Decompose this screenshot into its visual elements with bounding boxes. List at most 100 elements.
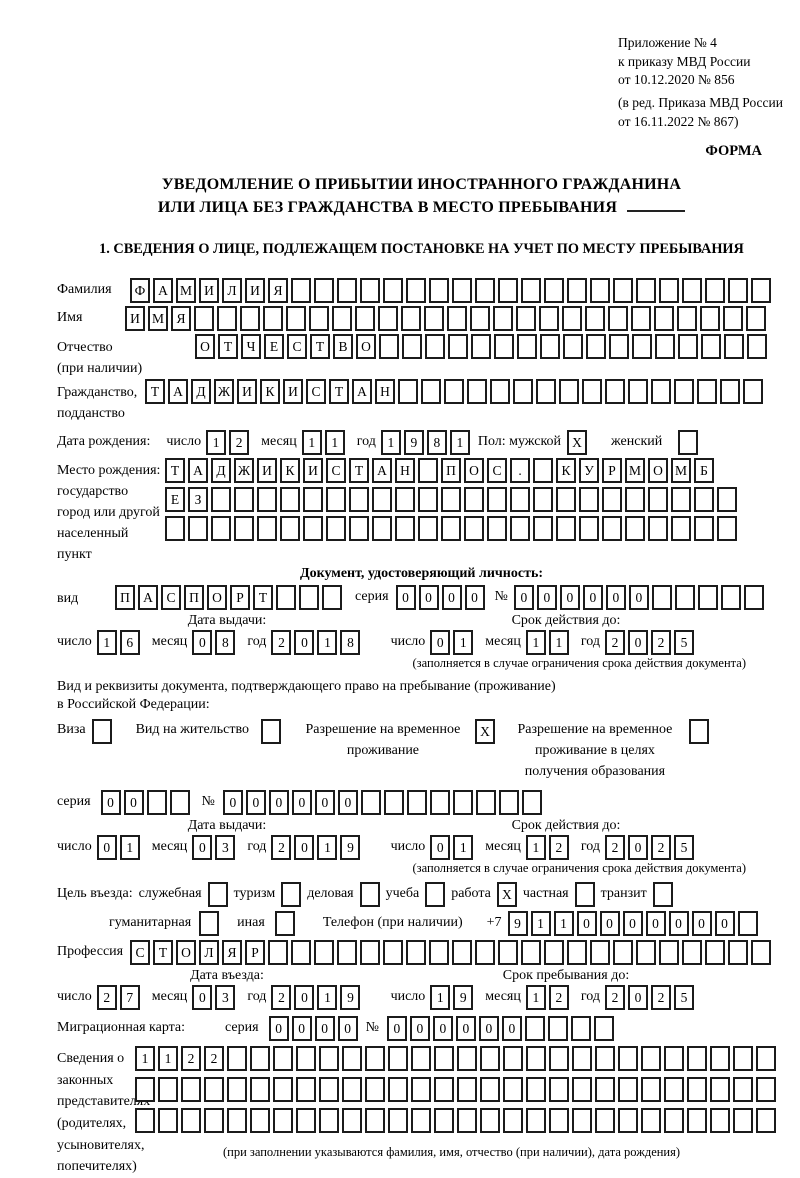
char-cell[interactable] — [521, 939, 541, 965]
char-cell[interactable] — [337, 939, 357, 965]
char-cell[interactable]: 0 — [605, 584, 626, 610]
char-cell[interactable] — [674, 584, 695, 610]
char-cell[interactable] — [342, 1076, 362, 1102]
purpose-study-checkbox[interactable] — [425, 881, 446, 907]
char-cell[interactable] — [533, 486, 553, 512]
char-cell[interactable] — [521, 789, 542, 815]
char-cell[interactable]: Н — [395, 457, 415, 483]
char-cell[interactable] — [274, 910, 295, 936]
char-cell[interactable] — [207, 881, 228, 907]
char-cell[interactable] — [276, 584, 296, 610]
char-cell[interactable] — [540, 333, 560, 359]
char-cell[interactable] — [296, 1045, 316, 1071]
char-cell[interactable]: Ч — [241, 333, 261, 359]
char-cell[interactable]: X — [496, 881, 517, 907]
purpose-private-checkbox[interactable] — [574, 881, 595, 907]
char-cell[interactable] — [360, 939, 380, 965]
char-cell[interactable]: Д — [191, 378, 211, 404]
sex-male-checkbox[interactable]: X — [567, 429, 588, 455]
char-cell[interactable] — [452, 939, 472, 965]
char-cell[interactable]: С — [287, 333, 307, 359]
char-cell[interactable] — [618, 1076, 638, 1102]
char-cell[interactable]: 0 — [599, 910, 620, 936]
char-cell[interactable] — [464, 486, 484, 512]
char-cell[interactable] — [359, 881, 380, 907]
char-cell[interactable] — [494, 333, 514, 359]
char-cell[interactable] — [700, 305, 720, 331]
char-cell[interactable]: 5 — [674, 629, 694, 655]
representatives-cells-row3[interactable] — [135, 1107, 776, 1133]
char-cell[interactable] — [273, 1045, 293, 1071]
char-cell[interactable] — [406, 939, 426, 965]
char-cell[interactable] — [536, 378, 556, 404]
char-cell[interactable]: 0 — [395, 584, 416, 610]
char-cell[interactable] — [470, 305, 490, 331]
char-cell[interactable] — [717, 515, 737, 541]
char-cell[interactable] — [671, 486, 691, 512]
char-cell[interactable]: О — [207, 584, 227, 610]
char-cell[interactable]: 0 — [430, 834, 451, 860]
residence-permit-checkbox[interactable] — [260, 718, 281, 744]
char-cell[interactable]: Т — [218, 333, 238, 359]
char-cell[interactable] — [268, 939, 288, 965]
char-cell[interactable] — [608, 305, 628, 331]
char-cell[interactable] — [406, 789, 427, 815]
char-cell[interactable] — [533, 457, 553, 483]
char-cell[interactable] — [260, 718, 281, 744]
char-cell[interactable] — [257, 486, 277, 512]
char-cell[interactable] — [194, 305, 214, 331]
char-cell[interactable]: 1 — [317, 834, 338, 860]
char-cell[interactable]: 1 — [525, 629, 546, 655]
char-cell[interactable] — [756, 1045, 776, 1071]
char-cell[interactable]: М — [625, 457, 645, 483]
char-cell[interactable]: 0 — [245, 789, 266, 815]
char-cell[interactable]: 0 — [478, 1015, 499, 1041]
char-cell[interactable]: О — [176, 939, 196, 965]
char-cell[interactable] — [480, 1107, 500, 1133]
char-cell[interactable]: М — [148, 305, 168, 331]
char-cell[interactable]: 1 — [449, 429, 470, 455]
char-cell[interactable] — [710, 1107, 730, 1133]
char-cell[interactable] — [590, 277, 610, 303]
char-cell[interactable]: С — [487, 457, 507, 483]
char-cell[interactable] — [319, 1045, 339, 1071]
char-cell[interactable] — [395, 486, 415, 512]
char-cell[interactable]: 1 — [158, 1045, 178, 1071]
char-cell[interactable]: П — [115, 584, 135, 610]
char-cell[interactable] — [388, 1107, 408, 1133]
char-cell[interactable] — [549, 1076, 569, 1102]
char-cell[interactable] — [503, 1045, 523, 1071]
char-cell[interactable] — [299, 584, 319, 610]
char-cell[interactable] — [602, 486, 622, 512]
char-cell[interactable]: 0 — [501, 1015, 522, 1041]
char-cell[interactable] — [664, 1107, 684, 1133]
char-cell[interactable]: 0 — [294, 984, 315, 1010]
char-cell[interactable]: З — [188, 486, 208, 512]
char-cell[interactable]: 0 — [432, 1015, 453, 1041]
char-cell[interactable] — [590, 939, 610, 965]
char-cell[interactable]: 1 — [317, 629, 338, 655]
char-cell[interactable]: 0 — [628, 984, 648, 1010]
char-cell[interactable] — [733, 1045, 753, 1071]
char-cell[interactable]: 9 — [403, 429, 424, 455]
char-cell[interactable]: 3 — [215, 834, 236, 860]
char-cell[interactable]: 1 — [553, 910, 574, 936]
char-cell[interactable] — [701, 333, 721, 359]
char-cell[interactable]: С — [130, 939, 150, 965]
char-cell[interactable] — [743, 584, 764, 610]
char-cell[interactable] — [682, 939, 702, 965]
char-cell[interactable]: И — [303, 457, 323, 483]
char-cell[interactable] — [632, 333, 652, 359]
char-cell[interactable] — [372, 515, 392, 541]
char-cell[interactable] — [549, 1045, 569, 1071]
char-cell[interactable] — [737, 910, 758, 936]
char-cell[interactable]: 0 — [123, 789, 144, 815]
char-cell[interactable] — [756, 1076, 776, 1102]
char-cell[interactable] — [480, 1045, 500, 1071]
char-cell[interactable] — [687, 1107, 707, 1133]
char-cell[interactable] — [756, 1107, 776, 1133]
